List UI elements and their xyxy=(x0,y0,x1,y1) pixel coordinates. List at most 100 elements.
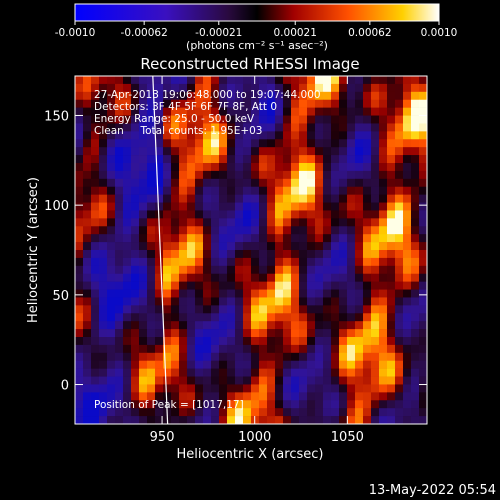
heatmap-pixel xyxy=(131,147,140,156)
heatmap-pixel xyxy=(411,76,420,85)
heatmap-pixel xyxy=(115,360,124,369)
heatmap-pixel xyxy=(75,83,84,93)
heatmap-pixel xyxy=(307,321,316,330)
heatmap-image xyxy=(75,76,428,425)
heatmap-pixel xyxy=(339,400,348,409)
heatmap-pixel xyxy=(363,321,372,330)
heatmap-pixel xyxy=(227,329,236,338)
heatmap-pixel xyxy=(155,416,164,425)
heatmap-pixel xyxy=(395,163,404,172)
heatmap-pixel xyxy=(331,170,340,180)
heatmap-pixel xyxy=(99,416,108,425)
heatmap-pixel xyxy=(291,218,300,227)
heatmap-pixel xyxy=(211,313,220,322)
heatmap-pixel xyxy=(187,416,196,425)
heatmap-pixel xyxy=(203,178,212,188)
heatmap-pixel xyxy=(291,273,300,282)
heatmap-pixel xyxy=(403,337,412,346)
heatmap-pixel xyxy=(243,281,252,290)
heatmap-pixel xyxy=(163,297,172,306)
heatmap-pixel xyxy=(419,234,428,243)
heatmap-pixel xyxy=(275,376,284,385)
heatmap-pixel xyxy=(187,218,196,227)
heatmap-pixel xyxy=(371,321,380,330)
heatmap-pixel xyxy=(331,242,340,251)
heatmap-pixel xyxy=(379,408,388,417)
heatmap-pixel xyxy=(403,139,412,148)
heatmap-pixel xyxy=(419,91,428,101)
heatmap-pixel xyxy=(363,281,372,290)
heatmap-pixel xyxy=(83,305,92,314)
heatmap-pixel xyxy=(211,115,220,124)
heatmap-pixel xyxy=(363,305,372,314)
heatmap-pixel xyxy=(83,376,92,385)
heatmap-pixel xyxy=(83,123,92,132)
heatmap-pixel xyxy=(179,416,188,425)
heatmap-pixel xyxy=(315,392,324,401)
heatmap-pixel xyxy=(195,107,204,116)
heatmap-pixel xyxy=(315,337,324,346)
heatmap-pixel xyxy=(307,218,316,227)
heatmap-pixel xyxy=(251,289,260,298)
heatmap-pixel xyxy=(107,392,116,401)
heatmap-pixel xyxy=(355,329,364,338)
heatmap-pixel xyxy=(411,123,420,132)
heatmap-pixel xyxy=(251,147,260,156)
heatmap-pixel xyxy=(299,170,308,180)
heatmap-pixel xyxy=(139,392,148,401)
heatmap-pixel xyxy=(131,115,140,124)
heatmap-pixel xyxy=(299,352,308,362)
heatmap-pixel xyxy=(315,147,324,156)
heatmap-pixel xyxy=(419,139,428,148)
heatmap-pixel xyxy=(75,194,84,203)
heatmap-pixel xyxy=(411,408,420,417)
heatmap-pixel xyxy=(195,210,204,219)
heatmap-pixel xyxy=(291,76,300,85)
heatmap-pixel xyxy=(203,131,212,140)
heatmap-pixel xyxy=(219,408,228,417)
heatmap-pixel xyxy=(299,384,308,393)
heatmap-pixel xyxy=(83,313,92,322)
heatmap-pixel xyxy=(331,250,340,259)
heatmap-pixel xyxy=(395,329,404,338)
heatmap-pixel xyxy=(291,131,300,140)
heatmap-pixel xyxy=(283,250,292,259)
heatmap-pixel xyxy=(243,250,252,259)
heatmap-pixel xyxy=(131,99,140,108)
heatmap-pixel xyxy=(251,155,260,164)
heatmap-pixel xyxy=(187,360,196,369)
heatmap-pixel xyxy=(283,313,292,322)
heatmap-pixel xyxy=(107,360,116,369)
heatmap-pixel xyxy=(387,170,396,180)
heatmap-pixel xyxy=(99,352,108,362)
heatmap-pixel xyxy=(387,321,396,330)
heatmap-pixel xyxy=(83,265,92,275)
heatmap-pixel xyxy=(379,313,388,322)
heatmap-pixel xyxy=(275,91,284,101)
heatmap-pixel xyxy=(259,91,268,101)
heatmap-pixel xyxy=(155,368,164,377)
heatmap-pixel xyxy=(219,416,228,425)
heatmap-pixel xyxy=(235,313,244,322)
heatmap-pixel xyxy=(187,313,196,322)
heatmap-pixel xyxy=(307,273,316,282)
heatmap-pixel xyxy=(419,170,428,180)
heatmap-pixel xyxy=(219,202,228,211)
heatmap-pixel xyxy=(331,416,340,425)
heatmap-pixel xyxy=(187,131,196,140)
heatmap-pixel xyxy=(155,344,164,354)
heatmap-pixel xyxy=(203,194,212,203)
heatmap-pixel xyxy=(147,400,156,409)
heatmap-pixel xyxy=(147,344,156,354)
heatmap-pixel xyxy=(283,384,292,393)
heatmap-pixel xyxy=(323,321,332,330)
heatmap-pixel xyxy=(339,163,348,172)
heatmap-pixel xyxy=(91,329,100,338)
heatmap-pixel xyxy=(99,139,108,148)
heatmap-pixel xyxy=(163,194,172,203)
heatmap-pixel xyxy=(283,91,292,101)
heatmap-pixel xyxy=(299,194,308,203)
heatmap-pixel xyxy=(155,99,164,108)
heatmap-pixel xyxy=(323,107,332,116)
heatmap-pixel xyxy=(339,234,348,243)
